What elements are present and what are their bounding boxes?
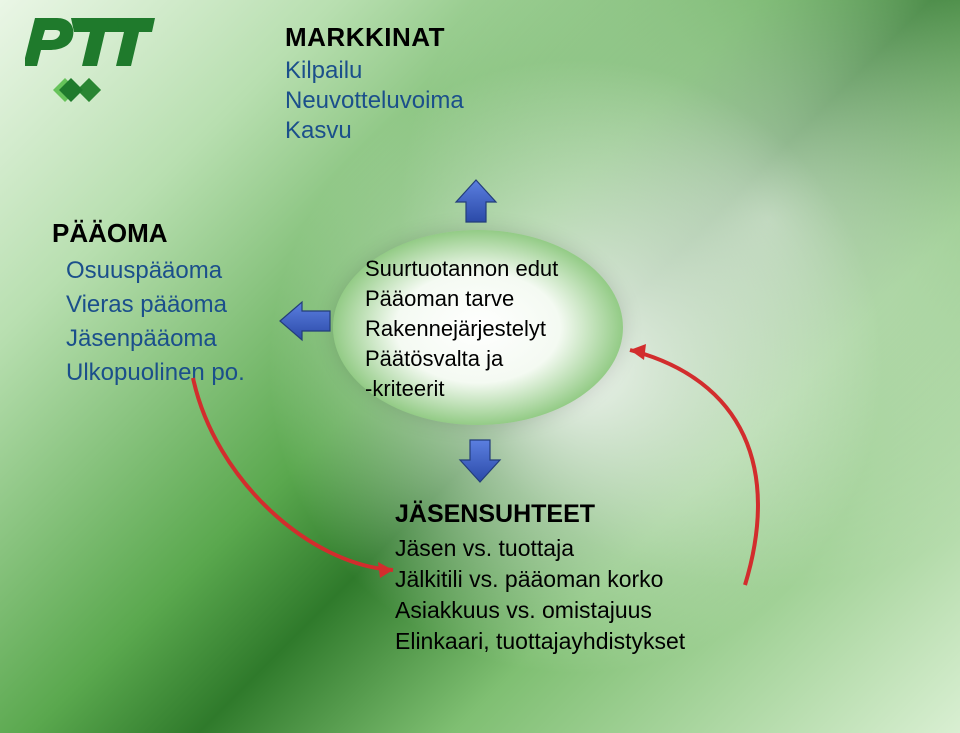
left-block-paaoma: PÄÄOMA Osuuspääoma Vieras pääoma Jäsenpä… <box>52 218 245 393</box>
arrow-up-icon <box>456 180 496 222</box>
paaoma-title: PÄÄOMA <box>52 218 245 249</box>
slide: MARKKINAT Kilpailu Neuvotteluvoima Kasvu… <box>0 0 960 733</box>
paaoma-line: Osuuspääoma <box>52 257 245 285</box>
arrow-left-icon <box>280 302 330 340</box>
jasensuhteet-line: Elinkaari, tuottajayhdistykset <box>395 628 685 655</box>
bottom-block-jasensuhteet: JÄSENSUHTEET Jäsen vs. tuottaja Jälkitil… <box>395 500 685 659</box>
ptt-logo-icon <box>25 18 155 118</box>
paaoma-line: Ulkopuolinen po. <box>52 359 245 387</box>
paaoma-line: Jäsenpääoma <box>52 325 245 353</box>
paaoma-line: Vieras pääoma <box>52 291 245 319</box>
center-line: -kriteerit <box>365 376 615 402</box>
markkinat-title: MARKKINAT <box>285 22 464 53</box>
arrow-down-icon <box>460 440 500 482</box>
center-line: Suurtuotannon edut <box>365 256 615 282</box>
red-curve-left-head <box>378 562 393 578</box>
jasensuhteet-title: JÄSENSUHTEET <box>395 500 685 529</box>
logo <box>25 18 155 123</box>
top-block-markkinat: MARKKINAT Kilpailu Neuvotteluvoima Kasvu <box>285 22 464 147</box>
red-curve-left <box>193 378 393 570</box>
jasensuhteet-line: Jäsen vs. tuottaja <box>395 535 685 562</box>
center-line: Päätösvalta ja <box>365 346 615 372</box>
markkinat-line: Neuvotteluvoima <box>285 87 464 115</box>
markkinat-line: Kilpailu <box>285 57 464 85</box>
center-text-block: Suurtuotannon edut Pääoman tarve Rakenne… <box>365 252 615 406</box>
markkinat-line: Kasvu <box>285 117 464 145</box>
red-curve-right-head <box>630 344 646 360</box>
center-line: Pääoman tarve <box>365 286 615 312</box>
jasensuhteet-line: Jälkitili vs. pääoman korko <box>395 566 685 593</box>
jasensuhteet-line: Asiakkuus vs. omistajuus <box>395 597 685 624</box>
center-line: Rakennejärjestelyt <box>365 316 615 342</box>
